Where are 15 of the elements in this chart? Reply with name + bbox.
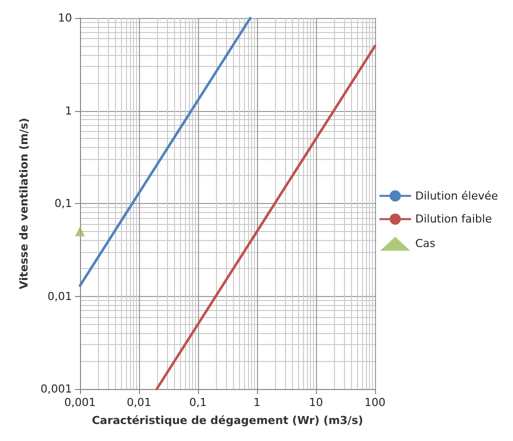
y-tick-label: 1 <box>65 104 72 118</box>
x-tick-label: 0,1 <box>189 396 207 409</box>
y-tick-label: 10 <box>58 12 72 24</box>
x-tick-label: 100 <box>364 396 386 409</box>
x-tick-label: 10 <box>309 396 323 409</box>
y-tick-label: 0,001 <box>40 382 72 396</box>
y-axis-title: Vitesse de ventilation (m/s) <box>18 118 31 290</box>
legend-label: Cas <box>415 237 436 250</box>
legend-label: Dilution faible <box>415 212 492 226</box>
x-tick-label: 1 <box>254 396 260 409</box>
legend-label: Dilution élevée <box>415 189 498 202</box>
y-tick-label: 0,01 <box>48 290 72 303</box>
x-tick-label: 0,01 <box>126 396 152 409</box>
y-tick-label: 0,1 <box>54 197 72 210</box>
x-axis-title: Caractéristique de dégagement (Wr) (m3/s) <box>92 414 364 427</box>
